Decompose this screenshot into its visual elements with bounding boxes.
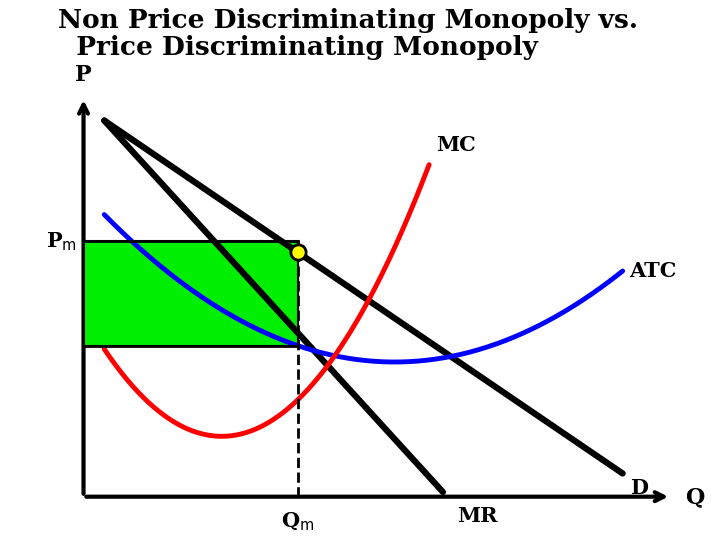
Text: Q: Q xyxy=(685,485,704,508)
Text: Q$_{\rm m}$: Q$_{\rm m}$ xyxy=(281,511,315,533)
Text: P$_{\rm m}$: P$_{\rm m}$ xyxy=(45,230,76,253)
Text: ATC: ATC xyxy=(629,261,677,281)
Text: Non Price Discriminating Monopoly vs.: Non Price Discriminating Monopoly vs. xyxy=(58,8,638,33)
Bar xyxy=(84,241,298,346)
Text: D: D xyxy=(629,478,647,498)
Text: MC: MC xyxy=(436,136,476,156)
Text: P: P xyxy=(75,64,92,86)
Text: Price Discriminating Monopoly: Price Discriminating Monopoly xyxy=(58,35,537,60)
Text: MR: MR xyxy=(456,506,498,526)
